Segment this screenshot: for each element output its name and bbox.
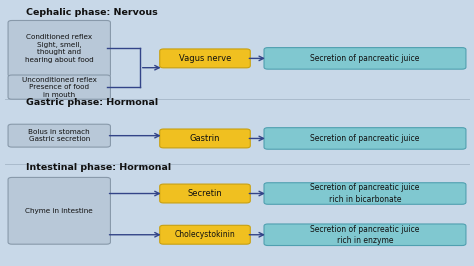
FancyBboxPatch shape xyxy=(8,177,110,244)
Text: Unconditioned reflex
Presence of food
in mouth: Unconditioned reflex Presence of food in… xyxy=(22,77,97,98)
Text: Intestinal phase: Hormonal: Intestinal phase: Hormonal xyxy=(26,163,171,172)
FancyBboxPatch shape xyxy=(264,48,466,69)
Text: Secretion of pancreatic juice
rich in bicarbonate: Secretion of pancreatic juice rich in bi… xyxy=(310,184,419,203)
FancyBboxPatch shape xyxy=(8,20,110,77)
FancyBboxPatch shape xyxy=(8,124,110,147)
FancyBboxPatch shape xyxy=(160,184,250,203)
FancyBboxPatch shape xyxy=(264,224,466,246)
FancyBboxPatch shape xyxy=(160,49,250,68)
FancyBboxPatch shape xyxy=(264,128,466,149)
Text: Secretion of pancreatic juice: Secretion of pancreatic juice xyxy=(310,134,419,143)
FancyBboxPatch shape xyxy=(8,75,110,99)
Text: Gastric phase: Hormonal: Gastric phase: Hormonal xyxy=(26,98,158,107)
Text: Vagus nerve: Vagus nerve xyxy=(179,54,231,63)
Text: Chyme in intestine: Chyme in intestine xyxy=(26,208,93,214)
FancyBboxPatch shape xyxy=(264,183,466,204)
Text: Secretin: Secretin xyxy=(188,189,222,198)
Text: Secretion of pancreatic juice
rich in enzyme: Secretion of pancreatic juice rich in en… xyxy=(310,225,419,245)
Text: Gastrin: Gastrin xyxy=(190,134,220,143)
Text: Conditioned reflex
Sight, smell,
thought and
hearing about food: Conditioned reflex Sight, smell, thought… xyxy=(25,34,94,63)
Text: Cephalic phase: Nervous: Cephalic phase: Nervous xyxy=(26,8,158,17)
Text: Bolus in stomach
Gastric secretion: Bolus in stomach Gastric secretion xyxy=(28,129,90,142)
Text: Secretion of pancreatic juice: Secretion of pancreatic juice xyxy=(310,54,419,63)
FancyBboxPatch shape xyxy=(160,129,250,148)
FancyBboxPatch shape xyxy=(160,225,250,244)
Text: Cholecystokinin: Cholecystokinin xyxy=(174,230,236,239)
